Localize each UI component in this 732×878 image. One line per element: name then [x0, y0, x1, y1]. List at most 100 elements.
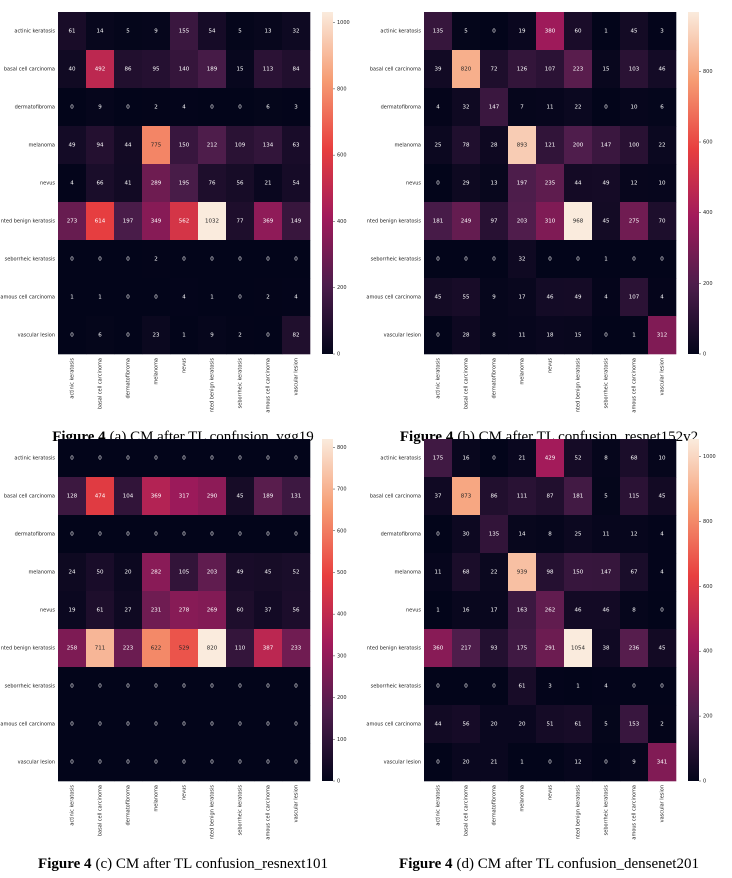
- x-tick-label: actinic keratosis: [436, 358, 442, 399]
- cell-value: 0: [154, 760, 158, 766]
- heatmap-cell: [114, 629, 143, 668]
- cell-value: 45: [631, 29, 638, 35]
- cell-value: 212: [207, 143, 218, 149]
- caption-label: Figure 4: [399, 856, 453, 872]
- caption: Figure 4 (c) CM after TL confusion_resnex…: [38, 856, 328, 872]
- cell-value: 4: [70, 181, 74, 187]
- heatmap-cell: [226, 202, 255, 241]
- heatmap-cell: [142, 12, 171, 51]
- cell-value: 97: [491, 219, 498, 225]
- heatmap-cell: [254, 12, 283, 51]
- heatmap-cell: [480, 553, 509, 592]
- heatmap-cell: [564, 12, 593, 51]
- cell-value: 9: [210, 333, 214, 339]
- heatmap-cell: [424, 439, 453, 478]
- cell-value: 13: [265, 29, 272, 35]
- heatmap-cell: [564, 164, 593, 203]
- cell-value: 0: [238, 105, 242, 111]
- heatmap-cell: [226, 240, 255, 279]
- cell-value: 44: [125, 143, 132, 149]
- heatmap-cell: [648, 515, 677, 554]
- cell-value: 1054: [571, 646, 585, 652]
- heatmap-cell: [198, 278, 227, 317]
- heatmap-cell: [508, 12, 537, 51]
- heatmap-cell: [564, 316, 593, 355]
- heatmap-cell: [452, 240, 481, 279]
- heatmap-cell: [198, 553, 227, 592]
- colorbar-tick-label: 0: [337, 779, 340, 785]
- cell-value: 56: [237, 181, 244, 187]
- heatmap-cell: [592, 667, 621, 706]
- cell-value: 0: [604, 333, 608, 339]
- heatmap-cell: [142, 439, 171, 478]
- heatmap-cell: [58, 50, 87, 89]
- cell-value: 0: [70, 532, 74, 538]
- y-tick-label: seborrheic keratosis: [5, 257, 56, 263]
- colorbar-tick-label: 0: [337, 352, 340, 358]
- heatmap-cell: [452, 553, 481, 592]
- heatmap-cell: [620, 667, 649, 706]
- cell-value: 0: [210, 684, 214, 690]
- heatmap-cell: [648, 316, 677, 355]
- heatmap-cell: [142, 705, 171, 744]
- heatmap-cell: [648, 477, 677, 516]
- heatmap-cell: [58, 126, 87, 165]
- cell-value: 8: [492, 333, 496, 339]
- cell-value: 21: [519, 456, 526, 462]
- heatmap-cell: [508, 667, 537, 706]
- cell-value: 0: [70, 456, 74, 462]
- heatmap-cell: [452, 88, 481, 127]
- cell-value: 275: [629, 219, 640, 225]
- cell-value: 51: [547, 722, 554, 728]
- cell-value: 0: [266, 760, 270, 766]
- heatmap-cell: [282, 240, 311, 279]
- heatmap-cell: [226, 515, 255, 554]
- colorbar-tick-label: 100: [337, 737, 347, 743]
- heatmap-cell: [254, 240, 283, 279]
- cell-value: 0: [266, 722, 270, 728]
- heatmap-cell: [424, 553, 453, 592]
- heatmap-cell: [620, 477, 649, 516]
- cell-value: 0: [154, 295, 158, 301]
- cell-value: 0: [436, 181, 440, 187]
- cell-value: 0: [126, 105, 130, 111]
- cell-value: 0: [182, 722, 186, 728]
- panel: 135 5 0 19 380 60 1 45 339 820 72 126 107 223 15 103 464…: [366, 12, 713, 445]
- cell-value: 20: [463, 760, 470, 766]
- x-tick-label: melanoma: [154, 785, 160, 812]
- cell-value: 0: [492, 29, 496, 35]
- heatmap-cell: [282, 743, 311, 782]
- colorbar: [688, 12, 699, 354]
- cell-value: 349: [151, 219, 162, 225]
- y-tick-label: nevus: [406, 181, 421, 187]
- heatmap-cell: [58, 705, 87, 744]
- colorbar-tick-label: 200: [337, 285, 347, 291]
- cell-value: 93: [491, 646, 498, 652]
- heatmap-cell: [480, 439, 509, 478]
- heatmap-cell: [254, 164, 283, 203]
- cell-value: 14: [97, 29, 104, 35]
- heatmap-cell: [226, 164, 255, 203]
- heatmap-cell: [254, 591, 283, 630]
- cell-value: 0: [238, 684, 242, 690]
- cell-value: 22: [575, 105, 582, 111]
- colorbar-tick-label: 600: [337, 528, 347, 534]
- colorbar-tick-label: 600: [703, 584, 713, 590]
- x-tick-label: nevus: [548, 785, 554, 800]
- heatmap-cell: [592, 553, 621, 592]
- heatmap-cell: [254, 50, 283, 89]
- y-tick-label: amous cell carcinoma: [366, 722, 421, 728]
- heatmap-cell: [226, 553, 255, 592]
- cell-value: 11: [519, 333, 526, 339]
- cell-value: 20: [125, 570, 132, 576]
- cell-value: 4: [436, 105, 440, 111]
- x-tick-label: vascular lesion: [660, 358, 666, 395]
- heatmap-cell: [592, 12, 621, 51]
- heatmap-cell: [620, 439, 649, 478]
- heatmap-cell: [592, 88, 621, 127]
- cell-value: 0: [182, 257, 186, 263]
- heatmap-cell: [452, 278, 481, 317]
- cell-value: 5: [464, 29, 468, 35]
- heatmap-cell: [480, 88, 509, 127]
- heatmap-cell: [142, 88, 171, 127]
